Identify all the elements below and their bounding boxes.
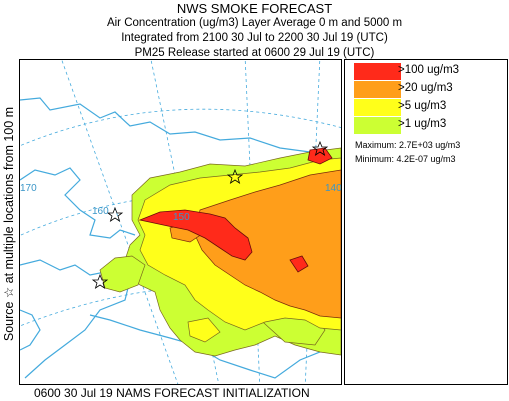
source-star-icon <box>226 168 244 184</box>
source-stars <box>91 140 329 289</box>
legend-item-20: >20 ug/m3 <box>354 81 498 98</box>
lon-label-170: 170 <box>20 183 37 194</box>
lon-label-150: 150 <box>173 212 190 223</box>
legend-swatch <box>354 81 401 98</box>
source-star-icon <box>91 273 109 289</box>
legend: >100 ug/m3 >20 ug/m3 >5 ug/m3 >1 ug/m3 M… <box>344 59 508 385</box>
longitude-line <box>304 60 321 384</box>
legend-swatch <box>354 63 401 80</box>
release-start: PM25 Release started at 0600 29 Jul 19 (… <box>134 47 375 59</box>
lon-label-140: 140 <box>325 183 342 194</box>
source-label: Source ☆ at multiple locations from 100 … <box>2 106 16 342</box>
map-title: NWS SMOKE FORECAST <box>176 1 333 16</box>
source-star-icon <box>106 206 124 222</box>
smoke-plume <box>99 147 341 357</box>
source-star-icon <box>311 140 329 156</box>
map-panel: 170 160 150 140 <box>19 59 342 385</box>
legend-item-5: >5 ug/m3 <box>354 99 498 116</box>
coastline <box>20 97 341 379</box>
integration-period: Integrated from 2100 30 Jul to 2200 30 J… <box>121 32 388 44</box>
concentration-subtitle: Air Concentration (ug/m3) Layer Average … <box>106 17 403 29</box>
lon-label-160: 160 <box>92 206 109 217</box>
legend-item-100: >100 ug/m3 <box>354 63 498 80</box>
legend-label: >100 ug/m3 <box>398 64 460 76</box>
latitude-line <box>20 108 341 147</box>
legend-swatch <box>354 117 401 134</box>
maximum-value: Maximum: 2.7E+03 ug/m3 <box>355 140 461 150</box>
longitude-line <box>61 60 179 384</box>
legend-item-1: >1 ug/m3 <box>354 117 498 134</box>
legend-label: >20 ug/m3 <box>398 82 453 94</box>
legend-swatch <box>354 99 401 116</box>
footer-initialization: 0600 30 Jul 19 NAMS FORECAST INITIALIZAT… <box>34 386 310 400</box>
smoke-map <box>20 60 341 384</box>
legend-label: >5 ug/m3 <box>398 100 447 112</box>
minimum-value: Minimum: 4.2E-07 ug/m3 <box>355 154 456 164</box>
legend-label: >1 ug/m3 <box>398 118 447 130</box>
longitude-line <box>244 60 261 384</box>
